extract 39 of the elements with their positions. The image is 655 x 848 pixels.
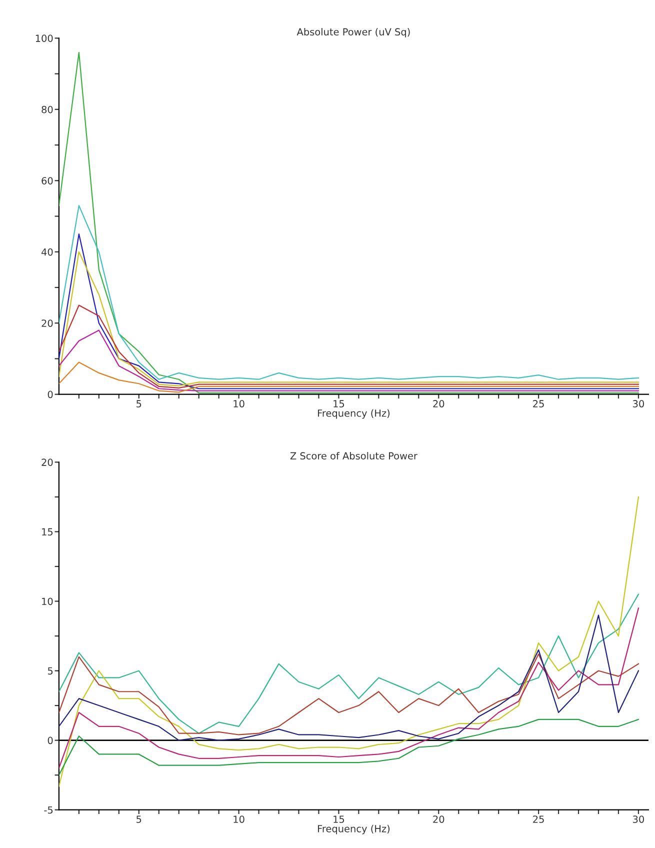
- y-tick-label: 40: [42, 248, 53, 256]
- x-tick-label: 25: [533, 816, 544, 823]
- y-tick-label: 0: [48, 390, 53, 398]
- line-series: [58, 330, 640, 392]
- x-tick-label: 30: [633, 400, 644, 408]
- y-tick-label: 20: [42, 458, 53, 466]
- x-tick-label: 5: [136, 400, 142, 408]
- x-tick-label: 25: [533, 400, 544, 408]
- line-series: [58, 594, 640, 734]
- x-axis-title: Frequency (Hz): [318, 824, 390, 834]
- y-tick-label: 15: [42, 528, 53, 536]
- y-tick-label: 5: [48, 667, 53, 675]
- line-series: [58, 654, 640, 736]
- x-tick-label: 20: [433, 400, 444, 408]
- line-series: [58, 362, 640, 393]
- x-axis-title: Frequency (Hz): [318, 409, 390, 419]
- line-series: [58, 496, 640, 787]
- y-tick-label: -5: [44, 806, 53, 814]
- y-tick-label: 0: [48, 736, 53, 744]
- line-series: [58, 608, 640, 769]
- x-tick-label: 5: [136, 816, 142, 823]
- x-tick-label: 10: [234, 400, 244, 408]
- line-series: [58, 205, 640, 380]
- x-tick-label: 30: [633, 816, 644, 823]
- x-tick-label: 20: [433, 816, 444, 823]
- line-series: [58, 718, 640, 776]
- y-tick-label: 80: [42, 106, 53, 114]
- y-tick-label: 10: [42, 598, 53, 606]
- x-tick-label: 10: [234, 816, 244, 823]
- x-tick-label: 15: [334, 400, 344, 408]
- line-series: [58, 52, 640, 394]
- line-series: [58, 614, 640, 741]
- y-tick-label: 20: [42, 320, 53, 327]
- y-tick-label: 100: [36, 34, 53, 42]
- chart-title: Absolute Power (uV Sq): [296, 28, 410, 38]
- line-series: [58, 304, 640, 388]
- chart-title: Z Score of Absolute Power: [290, 452, 418, 460]
- y-tick-label: 60: [42, 177, 53, 184]
- x-tick-label: 15: [334, 816, 344, 823]
